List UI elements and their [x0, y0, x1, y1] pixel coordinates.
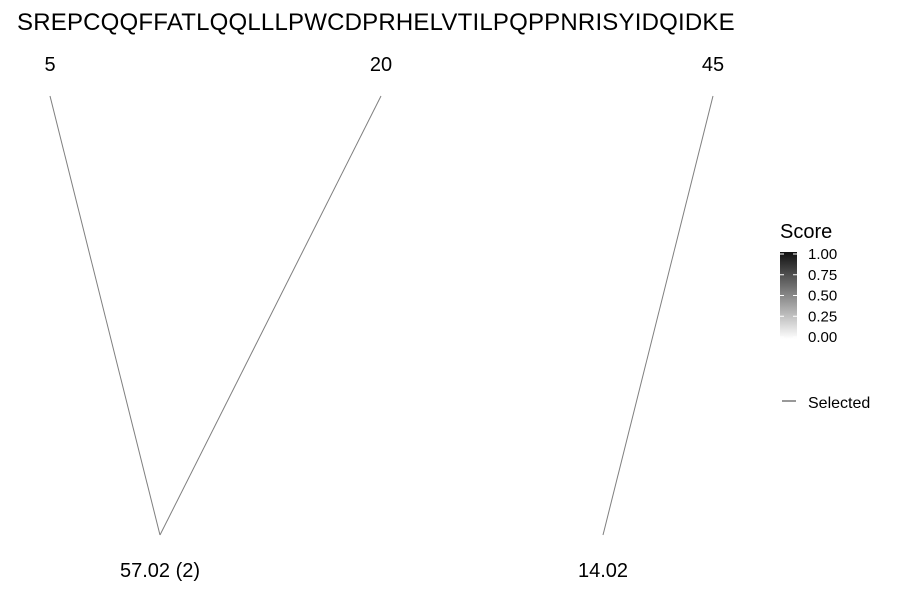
legend-colorbar — [780, 252, 797, 339]
legend-tick-label: 0.00 — [808, 329, 837, 346]
residue-position-label: 20 — [370, 54, 392, 76]
legend-tick-label: 1.00 — [808, 246, 837, 263]
legend-tick-label: 0.25 — [808, 308, 837, 325]
residue-position-label: 5 — [44, 54, 55, 76]
modification-mass-label: 57.02 (2) — [120, 560, 200, 582]
score-legend: Score 1.00 0.75 0.50 0.25 0.00 Selected — [780, 221, 870, 412]
link-line — [49, 95, 161, 536]
legend-title: Score — [780, 221, 832, 243]
residue-position-label: 45 — [702, 54, 724, 76]
legend-tick-label: 0.75 — [808, 267, 837, 284]
peptide-sequence: SREPCQQFFATLQQLLLPWCDPRHELVTILPQPPNRISYI… — [17, 9, 735, 36]
legend-selected-label: Selected — [808, 395, 870, 412]
legend-tick-label: 0.50 — [808, 288, 837, 305]
legend-tick-group: 1.00 0.75 0.50 0.25 0.00 — [780, 246, 837, 346]
link-lines — [49, 95, 714, 536]
link-line — [159, 95, 382, 536]
modification-mass-labels: 57.02 (2) 14.02 — [120, 560, 628, 582]
modification-mass-label: 14.02 — [578, 560, 628, 582]
residue-position-labels: 5 20 45 — [44, 54, 724, 76]
link-line — [602, 95, 714, 536]
